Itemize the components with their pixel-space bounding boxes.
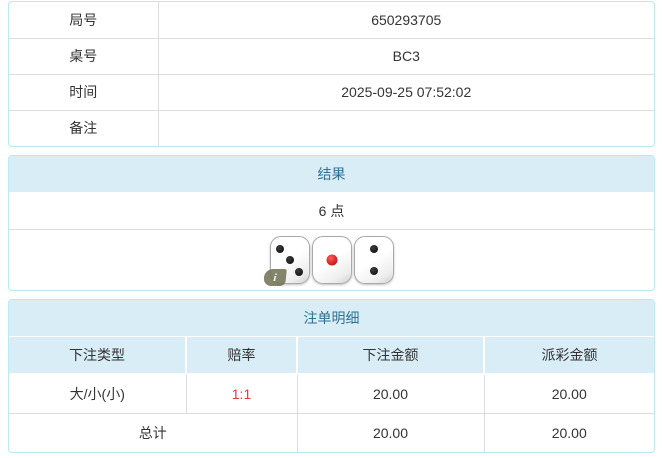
round-number-value: 650293705 <box>158 2 654 39</box>
result-points: 6 点 <box>9 193 654 230</box>
bet-detail-panel-title: 注单明细 <box>9 300 654 337</box>
time-label: 时间 <box>9 74 159 111</box>
game-info-table: 局号 650293705 桌号 BC3 时间 2025-09-25 07:52:… <box>9 2 654 146</box>
table-row: 局号 650293705 <box>9 2 654 39</box>
table-row: 备注 <box>9 110 654 146</box>
total-label: 总计 <box>138 424 167 441</box>
die-3 <box>353 236 394 284</box>
round-number-label: 局号 <box>9 2 159 39</box>
table-number-label: 桌号 <box>9 38 159 75</box>
dice-row: i <box>9 230 654 290</box>
column-header-odds: 赔率 <box>185 337 297 375</box>
table-row: 时间 2025-09-25 07:52:02 <box>9 74 654 111</box>
column-header-payout-amount: 派彩金额 <box>483 337 654 375</box>
die-1: i <box>262 236 310 286</box>
bet-detail-table: 下注类型 赔率 下注金额 派彩金额 大/小(小) 1:1 20.00 20.00… <box>9 337 654 452</box>
die-pip <box>276 244 285 253</box>
bet-type-value: 大/小(小) <box>9 374 186 414</box>
info-icon[interactable]: i <box>262 269 287 286</box>
die-2 <box>311 236 352 284</box>
die-pip <box>369 244 378 253</box>
total-row: 总计 20.00 20.00 <box>9 413 654 452</box>
odds-value: 1:1 <box>185 374 297 414</box>
table-row: 大/小(小) 1:1 20.00 20.00 <box>9 374 654 414</box>
table-number-value: BC3 <box>158 38 654 75</box>
result-panel: 结果 6 点 i <box>8 155 655 291</box>
die-pip <box>285 256 294 264</box>
column-header-bet-type: 下注类型 <box>9 337 186 375</box>
die-pip <box>369 267 378 276</box>
die-pip <box>326 254 337 266</box>
bet-detail-panel: 注单明细 下注类型 赔率 下注金额 派彩金额 大/小(小) 1:1 20.00 … <box>8 299 655 453</box>
payout-amount-value: 20.00 <box>483 374 654 414</box>
total-payout-amount: 20.00 <box>483 413 654 452</box>
column-header-bet-amount: 下注金额 <box>296 337 484 375</box>
remark-label: 备注 <box>9 110 159 146</box>
remark-value <box>158 110 654 146</box>
result-panel-title: 结果 <box>9 156 654 193</box>
bet-table-header-row: 下注类型 赔率 下注金额 派彩金额 <box>9 337 654 375</box>
time-value: 2025-09-25 07:52:02 <box>158 74 654 111</box>
total-bet-amount: 20.00 <box>296 413 484 452</box>
table-row: 桌号 BC3 <box>9 38 654 75</box>
bet-amount-value: 20.00 <box>296 374 484 414</box>
die-pip <box>294 267 303 276</box>
game-info-panel: 局号 650293705 桌号 BC3 时间 2025-09-25 07:52:… <box>8 1 655 147</box>
